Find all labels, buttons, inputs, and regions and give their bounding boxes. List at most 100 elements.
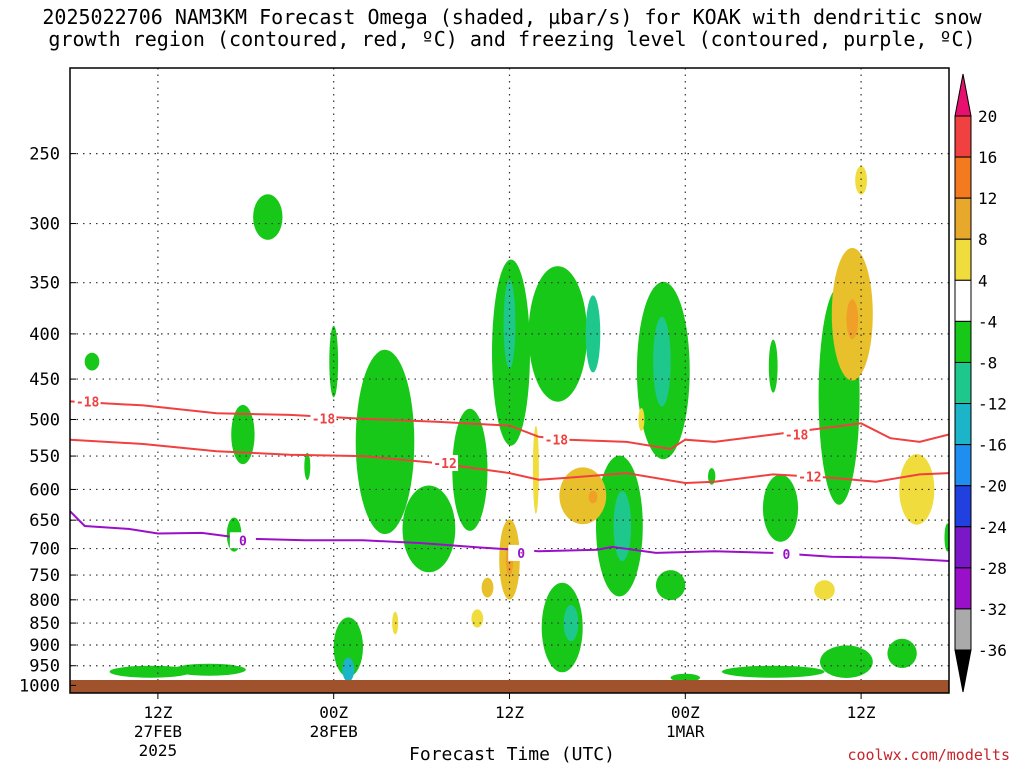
y-tick-label-600: 600 [29, 480, 60, 500]
ground-surface [70, 680, 949, 693]
y-tick-label-850: 850 [29, 614, 60, 634]
omega-region-27 [172, 663, 246, 676]
contour-label-bg-2-0 [229, 532, 256, 549]
x-tick-label-1: 00Z [319, 703, 348, 722]
omega-region-40 [855, 166, 867, 195]
contour-label-0-2: -18 [545, 434, 569, 449]
omega-region-2 [231, 404, 255, 465]
y-tick-label-650: 650 [29, 511, 60, 531]
colorbar-label-13: -36 [978, 641, 1007, 660]
contour-label-2-0: 0 [239, 534, 247, 549]
omega-colorbar: 20 16 12 8 4 -4 -8 -12 -16 -20 -24 -28 -32 -36 [954, 73, 1007, 693]
y-tick-label-550: 550 [29, 447, 60, 467]
omega-region-23 [944, 523, 949, 552]
omega-region-45 [638, 408, 645, 431]
colorbar-segment-0 [954, 115, 972, 158]
colorbar-label-1: 16 [978, 148, 997, 167]
contour-label-0-3: -18 [785, 429, 809, 444]
omega-region-6 [355, 349, 415, 535]
omega-region-0 [84, 352, 100, 371]
x-tick-label-3: 00Z [671, 703, 700, 722]
x-tick-label-0: 12Z [143, 703, 172, 722]
y-tick-label-350: 350 [29, 274, 60, 294]
contour-line-0 [70, 510, 949, 562]
x-tick-label-2: 12Z [495, 703, 524, 722]
colorbar-segment-10 [954, 526, 972, 569]
omega-region-8 [452, 408, 488, 531]
contour-label-bg-0-2 [543, 431, 570, 448]
chart-title: 2025022706 NAM3KM Forecast Omega (shaded… [0, 6, 1024, 50]
colorbar-label-2: 12 [978, 189, 997, 208]
omega-region-47 [481, 577, 494, 598]
omega-region-16 [653, 316, 671, 407]
omega-region-41 [899, 454, 935, 525]
y-tick-label-300: 300 [29, 215, 60, 235]
contour-label-2-2: 0 [782, 548, 790, 563]
contour-label-0-0: -18 [76, 395, 100, 410]
omega-region-20 [762, 474, 799, 542]
omega-region-14 [613, 491, 632, 561]
contour-line--18 [70, 400, 949, 451]
colorbar-label-11: -28 [978, 559, 1007, 578]
contour-label-bg-1-0 [432, 454, 459, 471]
contour-label-bg-0-3 [783, 426, 810, 443]
x-tick-date-0: 27FEB [134, 722, 182, 741]
y-tick-label-800: 800 [29, 591, 60, 611]
omega-region-28 [721, 665, 825, 678]
contour-line--12 [70, 438, 949, 485]
omega-region-36 [559, 467, 607, 525]
y-tick-label-250: 250 [29, 145, 60, 165]
omega-region-39 [846, 299, 859, 340]
omega-region-18 [541, 582, 583, 673]
colorbar-segment-2 [954, 197, 972, 240]
contour-label-bg-0-0 [74, 393, 101, 410]
colorbar-segment-6 [954, 361, 972, 405]
omega-region-42 [814, 580, 835, 600]
contour-label-bg-0-1 [310, 410, 337, 427]
x-tick-date-1: 28FEB [310, 722, 358, 741]
omega-region-7 [402, 485, 456, 573]
colorbar-label-12: -32 [978, 600, 1007, 619]
contour-label-1-0: -12 [433, 457, 456, 472]
colorbar-label-8: -16 [978, 436, 1007, 455]
colorbar-segment-4 [954, 279, 972, 322]
omega-region-24 [333, 617, 363, 677]
contour-label-bg-2-2 [773, 546, 800, 563]
omega-region-22 [887, 638, 917, 669]
contour-label-bg-2-1 [508, 544, 535, 561]
omega-region-12 [585, 295, 601, 373]
omega-region-31 [708, 468, 716, 485]
omega-region-25 [342, 657, 355, 682]
omega-region-37 [588, 490, 598, 504]
omega-shading [84, 166, 949, 682]
y-tick-label-750: 750 [29, 566, 60, 586]
x-axis-label: Forecast Time (UTC) [409, 744, 615, 765]
colorbar-label-7: -12 [978, 395, 1007, 414]
y-tick-label-950: 950 [29, 657, 60, 677]
colorbar-label-6: -8 [978, 353, 997, 372]
omega-region-26 [109, 665, 192, 678]
pressure-axis: 2503003504004505005506006507007508008509… [19, 145, 76, 696]
x-tick-date-3: 1MAR [666, 722, 705, 741]
colorbar-segment-5 [954, 320, 972, 363]
contour-label-1-1: -12 [798, 470, 821, 485]
colorbar-top-arrow [954, 73, 972, 117]
colorbar-segment-8 [954, 444, 972, 487]
omega-region-46 [532, 425, 539, 514]
chart-title-line2: growth region (contoured, red, ºC) and f… [48, 27, 976, 51]
omega-region-10 [503, 279, 516, 369]
omega-region-29 [820, 645, 873, 678]
y-tick-label-1000: 1000 [19, 676, 60, 696]
colorbar-label-10: -24 [978, 518, 1007, 537]
pressure-gridlines [70, 68, 949, 693]
x-tick-label-4: 12Z [847, 703, 876, 722]
colorbar-label-3: 8 [978, 230, 988, 249]
contour-label-2-1: 0 [517, 547, 525, 562]
omega-region-30 [670, 673, 700, 682]
colorbar-bottom-arrow [954, 649, 972, 693]
y-tick-label-500: 500 [29, 411, 60, 431]
y-tick-label-700: 700 [29, 540, 60, 560]
omega-region-17 [655, 570, 686, 601]
